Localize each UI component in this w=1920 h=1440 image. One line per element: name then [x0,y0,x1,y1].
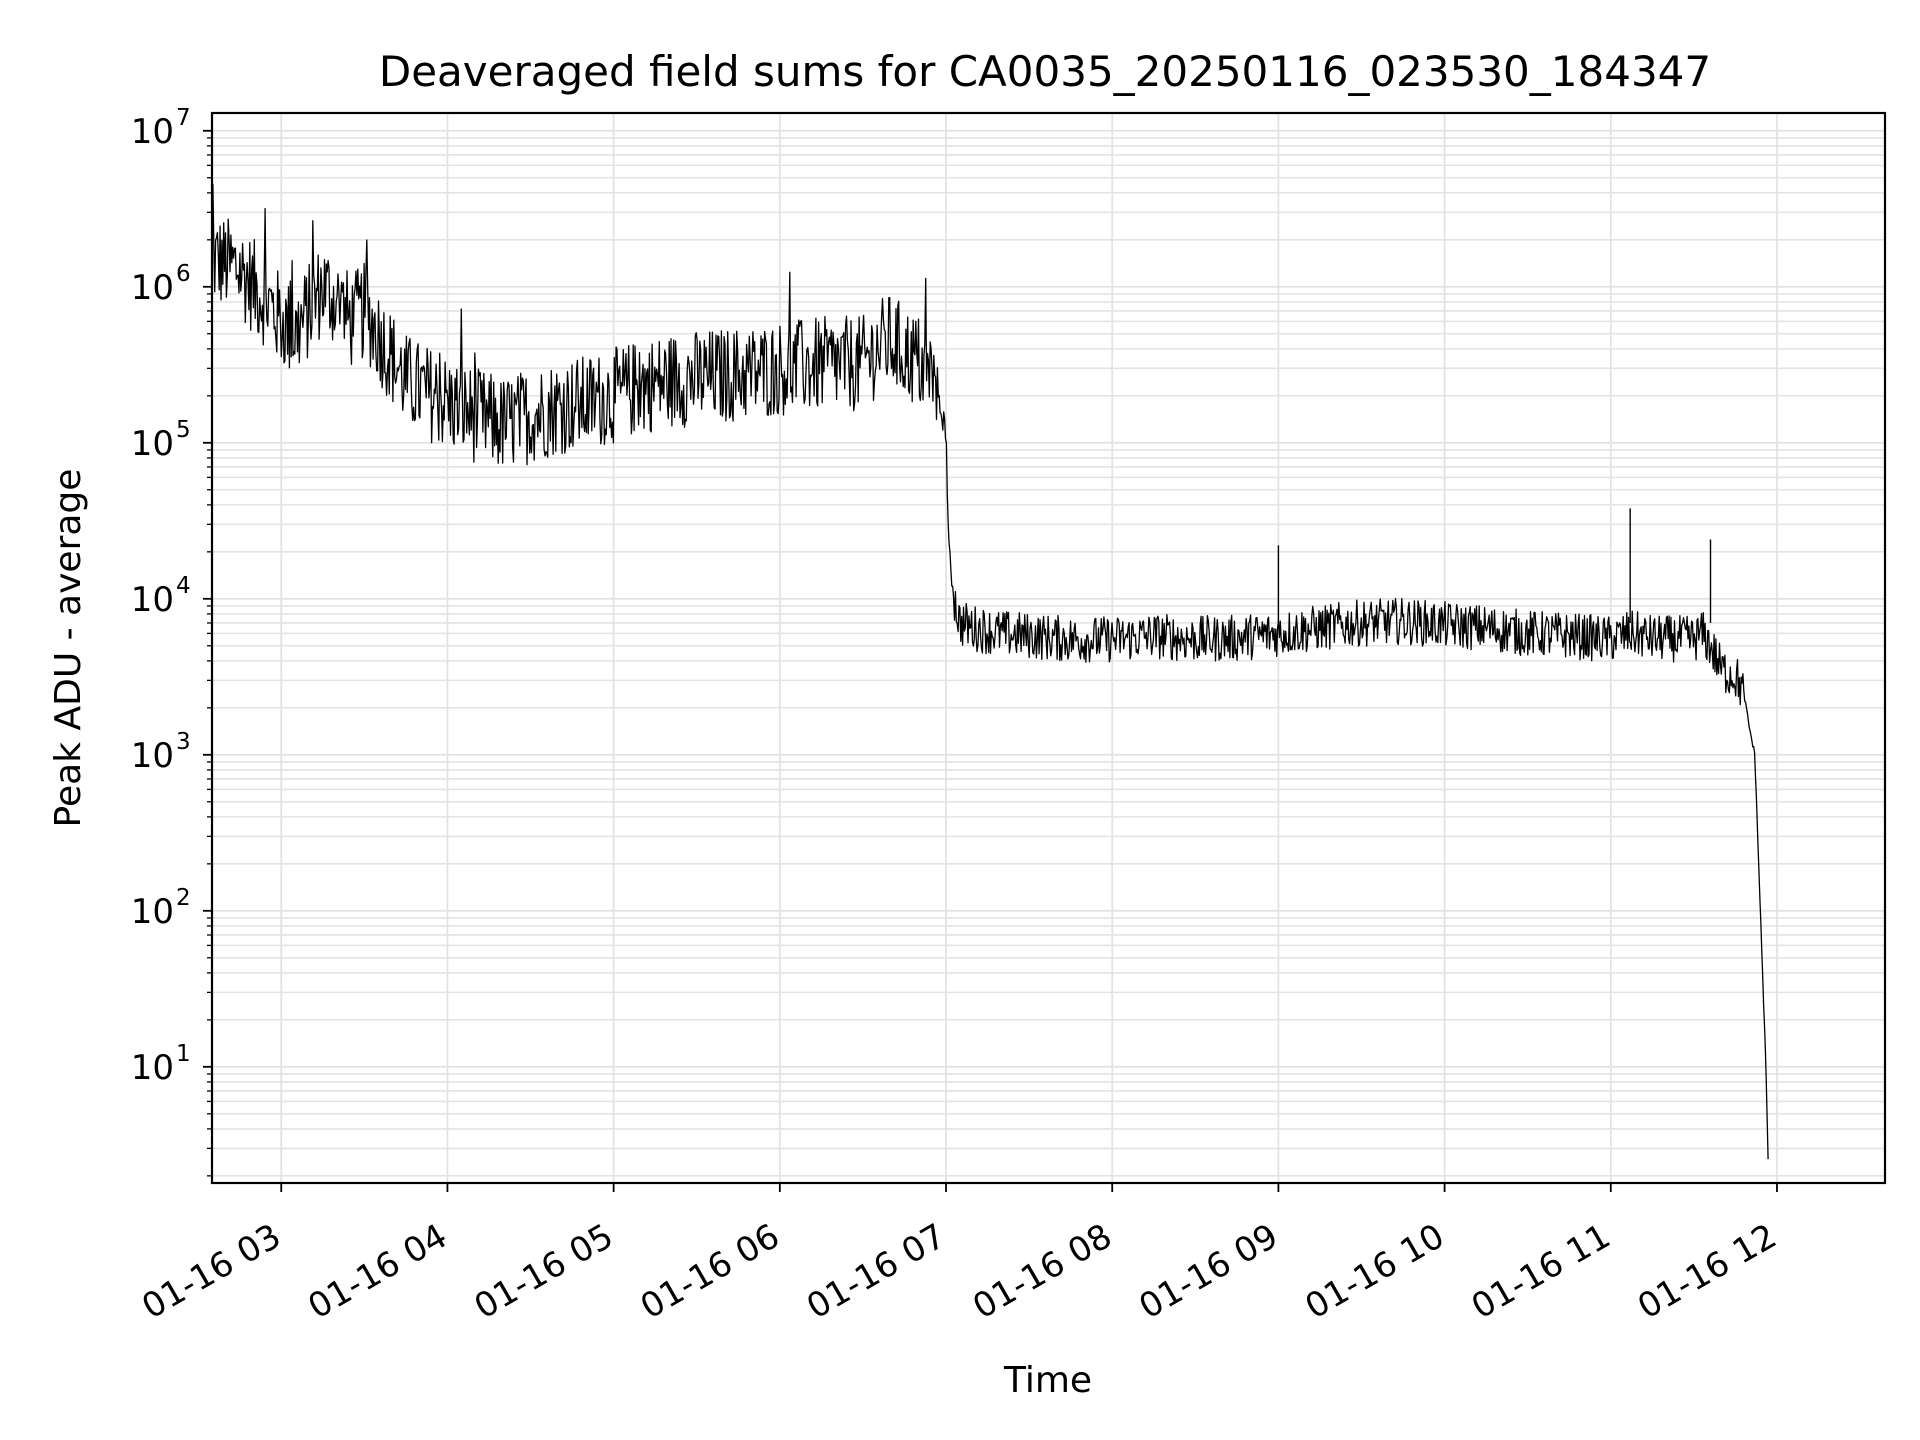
chart-title: Deaveraged field sums for CA0035_2025011… [379,47,1711,96]
y-tick-label: 10 [131,268,174,308]
series-line [211,183,1769,1160]
y-tick-label: 10 [131,1048,174,1088]
y-tick-label-exponent: 2 [176,885,191,911]
y-tick-label: 10 [131,736,174,776]
y-tick-label-exponent: 4 [176,573,191,599]
y-tick-label: 10 [131,424,174,464]
y-tick-label-exponent: 7 [176,105,191,131]
series-layer [211,183,1769,1160]
y-tick-label-exponent: 3 [176,729,191,755]
x-axis-label: Time [1003,1360,1092,1401]
grid [212,113,1885,1183]
y-tick-label-exponent: 1 [176,1041,191,1067]
plot-frame [210,111,1887,1185]
y-tick-label: 10 [131,580,174,620]
y-axis-label: Peak ADU - average [48,469,89,828]
y-tick-label-exponent: 5 [176,417,191,443]
y-tick-label-exponent: 6 [176,261,191,287]
y-tick-label: 10 [131,112,174,152]
y-tick-label: 10 [131,892,174,932]
